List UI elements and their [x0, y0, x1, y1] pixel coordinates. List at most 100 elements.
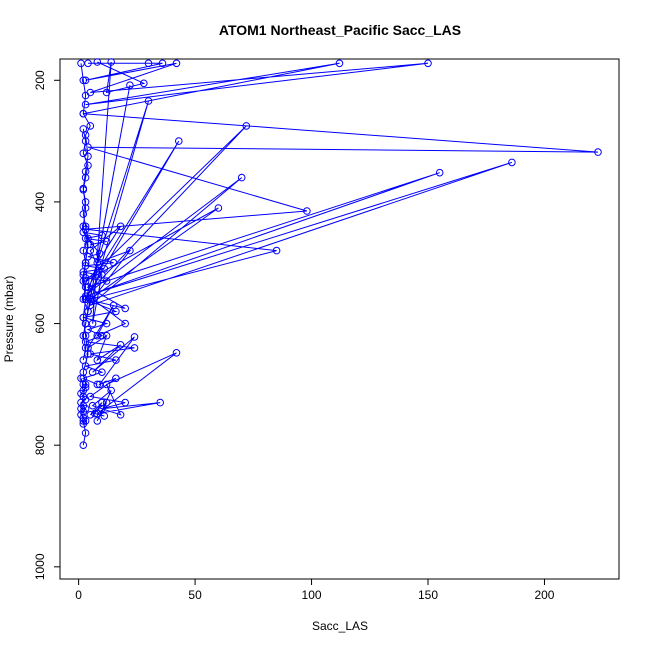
y-tick-label: 800	[33, 435, 47, 455]
data-point	[84, 283, 92, 291]
x-axis: 0 50 100 150 200	[75, 579, 555, 602]
data-point	[79, 374, 88, 383]
series-line	[81, 231, 135, 385]
data-point	[79, 109, 88, 118]
data-point	[156, 398, 164, 407]
data-point	[126, 81, 134, 89]
data-point	[86, 411, 95, 419]
series-line	[83, 62, 599, 324]
data-point	[594, 148, 602, 156]
x-tick-label: 100	[302, 588, 322, 602]
data-point	[93, 258, 102, 267]
x-tick-label: 0	[75, 588, 82, 602]
data-point	[81, 198, 90, 206]
data-point	[79, 246, 88, 255]
data-point	[98, 231, 106, 240]
data-point	[84, 59, 92, 68]
data-point	[79, 186, 88, 194]
data-point	[100, 265, 109, 273]
series-line	[87, 61, 177, 422]
data-point	[81, 258, 90, 267]
data-point	[102, 88, 111, 97]
chart-title: ATOM1 Northeast_Pacific Sacc_LAS	[219, 22, 461, 38]
y-axis-label: Pressure (mbar)	[2, 276, 16, 363]
data-point	[81, 100, 90, 109]
data-point	[158, 59, 167, 68]
data-point	[79, 420, 88, 428]
data-point	[93, 58, 102, 66]
plot-frame	[59, 58, 620, 580]
y-tick-label: 200	[33, 70, 47, 90]
data-point	[93, 271, 102, 279]
data-point	[102, 319, 111, 328]
data-point	[84, 307, 92, 316]
data-point	[79, 271, 88, 279]
data-point	[84, 161, 92, 170]
data-point	[79, 210, 88, 218]
data-point	[81, 283, 90, 291]
data-point	[435, 168, 444, 177]
y-tick-label: 1000	[33, 553, 47, 580]
data-point	[140, 79, 148, 88]
data-point	[144, 59, 153, 68]
data-point	[175, 137, 183, 145]
data-point	[81, 76, 90, 85]
data-point	[79, 125, 88, 133]
data-point	[508, 158, 516, 167]
data-point	[242, 122, 251, 130]
data-point	[335, 59, 344, 68]
x-tick-label: 200	[534, 588, 554, 602]
series-line	[80, 378, 87, 425]
data-point	[102, 380, 111, 389]
data-point	[93, 417, 102, 425]
x-tick-label: 50	[188, 588, 202, 602]
data-point	[121, 319, 129, 328]
data-point	[116, 411, 125, 419]
data-point	[79, 295, 88, 304]
data-point	[112, 374, 120, 383]
data-point	[102, 237, 111, 246]
data-point	[102, 277, 111, 285]
x-tick-label: 150	[418, 588, 438, 602]
data-point	[109, 258, 118, 267]
data-point	[100, 412, 109, 420]
plot-area	[77, 58, 602, 450]
data-point	[81, 344, 90, 352]
data-point	[81, 429, 90, 437]
data-point	[98, 368, 106, 377]
data-point	[102, 331, 111, 340]
data-point	[112, 307, 120, 316]
data-point	[144, 97, 153, 105]
data-point	[116, 222, 125, 231]
data-point	[98, 331, 106, 340]
data-point	[121, 398, 129, 407]
data-point	[272, 246, 281, 255]
data-point	[93, 409, 102, 418]
data-point	[130, 333, 139, 341]
data-point	[81, 222, 90, 231]
data-point	[79, 331, 88, 340]
data-point	[81, 173, 90, 182]
data-point	[95, 249, 104, 258]
data-point	[172, 349, 181, 357]
data-point	[93, 380, 102, 389]
data-point	[121, 304, 129, 313]
data-point	[86, 122, 95, 130]
data-point	[112, 356, 120, 364]
data-point	[79, 149, 88, 158]
data-point	[81, 295, 90, 304]
data-point	[86, 350, 95, 358]
data-point	[116, 341, 125, 349]
data-point	[88, 401, 97, 410]
data-point	[126, 246, 134, 255]
data-point	[81, 137, 90, 145]
y-tick-label: 400	[33, 192, 47, 212]
series-line	[82, 128, 89, 361]
data-point	[102, 398, 111, 407]
data-point	[172, 59, 181, 68]
data-point	[91, 409, 99, 418]
y-tick-label: 600	[33, 313, 47, 333]
data-point	[303, 207, 311, 215]
data-point	[81, 319, 90, 328]
